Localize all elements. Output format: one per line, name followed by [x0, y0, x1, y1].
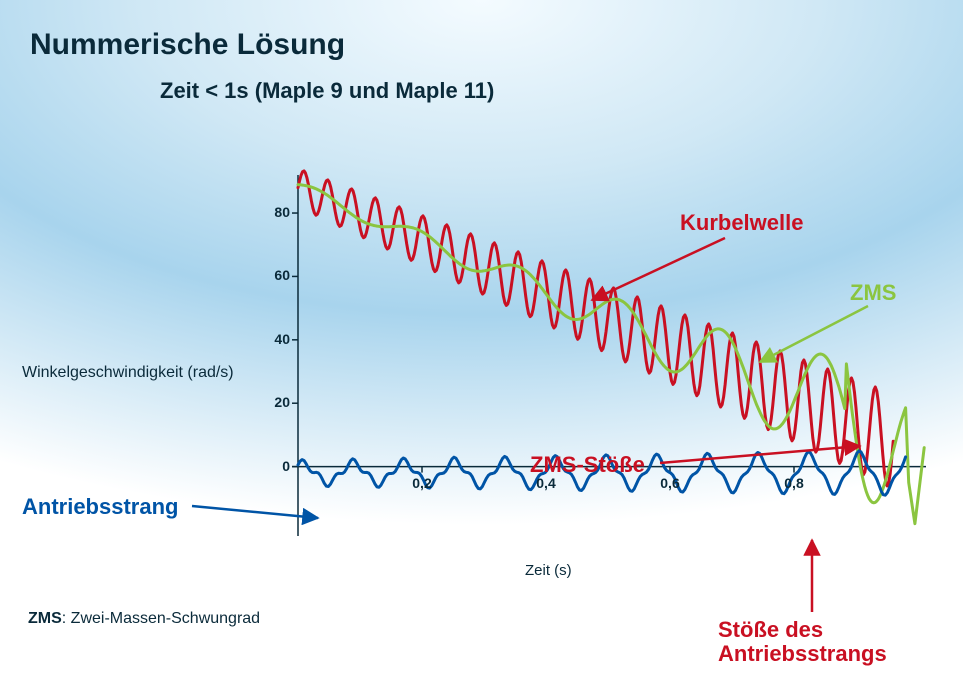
annotation-zms-stoesse: ZMS-Stöße — [530, 452, 645, 478]
annotation-stoesse-antrieb-l1: Stöße des — [718, 617, 823, 642]
content-root: Nummerische Lösung Zeit < 1s (Maple 9 un… — [0, 0, 963, 700]
annotation-stoesse-antrieb-l2: Antriebsstrangs — [718, 641, 887, 666]
annotation-stoesse-antrieb: Stöße des Antriebsstrangs — [718, 618, 887, 666]
y-tick-label: 80 — [260, 204, 290, 220]
y-tick-label: 0 — [260, 458, 290, 474]
y-tick-label: 60 — [260, 267, 290, 283]
x-tick-label: 0,6 — [650, 475, 690, 491]
y-tick-label: 40 — [260, 331, 290, 347]
x-tick-label: 0,8 — [774, 475, 814, 491]
annotation-zms: ZMS — [850, 280, 896, 306]
annotation-kurbelwelle: Kurbelwelle — [680, 210, 803, 236]
annotation-antriebsstrang: Antriebsstrang — [22, 494, 178, 520]
x-tick-label: 0,2 — [402, 475, 442, 491]
y-tick-label: 20 — [260, 394, 290, 410]
chart-svg — [0, 0, 963, 700]
